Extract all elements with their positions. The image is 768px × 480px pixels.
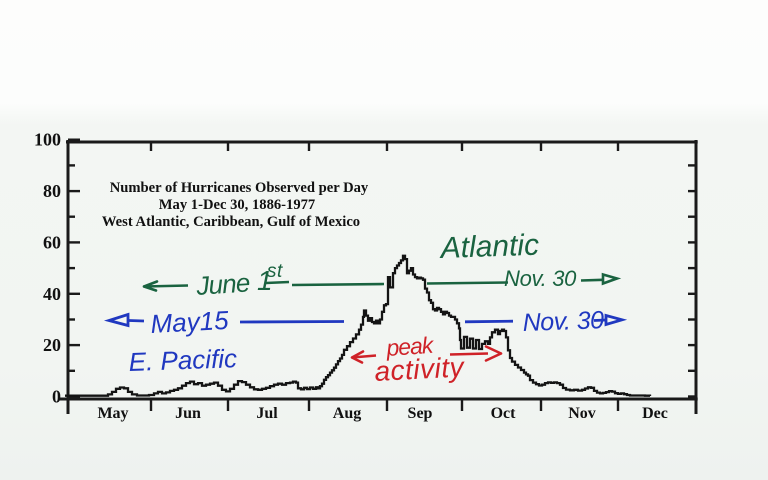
svg-text:Jul: Jul	[256, 405, 278, 422]
svg-text:Number of Hurricanes Observed: Number of Hurricanes Observed per Day	[110, 180, 369, 196]
svg-text:Nov: Nov	[568, 405, 596, 422]
svg-text:peak: peak	[385, 332, 436, 361]
svg-text:May15: May15	[150, 305, 230, 339]
svg-text:60: 60	[43, 232, 61, 252]
svg-text:E. Pacific: E. Pacific	[128, 343, 237, 377]
svg-text:June: June	[194, 267, 250, 301]
svg-text:West Atlantic, Caribbean, Gulf: West Atlantic, Caribbean, Gulf of Mexico	[102, 214, 360, 230]
svg-text:80: 80	[43, 181, 61, 201]
svg-text:Jun: Jun	[175, 405, 201, 422]
svg-text:May: May	[97, 405, 128, 422]
svg-text:1: 1	[257, 265, 273, 296]
svg-text:Nov. 30: Nov. 30	[504, 266, 577, 291]
svg-text:100: 100	[34, 130, 61, 150]
svg-text:20: 20	[43, 335, 61, 355]
svg-text:May 1-Dec 30, 1886-1977: May 1-Dec 30, 1886-1977	[159, 197, 315, 213]
svg-text:Atlantic: Atlantic	[438, 229, 539, 265]
svg-text:Aug: Aug	[333, 405, 361, 422]
svg-text:Nov. 30: Nov. 30	[522, 306, 604, 337]
svg-text:activity: activity	[374, 351, 467, 387]
svg-text:40: 40	[43, 284, 61, 304]
svg-text:Oct: Oct	[491, 405, 517, 422]
svg-text:Sep: Sep	[408, 405, 433, 422]
svg-text:Dec: Dec	[642, 405, 668, 422]
svg-text:0: 0	[52, 387, 61, 407]
svg-text:st: st	[267, 261, 283, 282]
